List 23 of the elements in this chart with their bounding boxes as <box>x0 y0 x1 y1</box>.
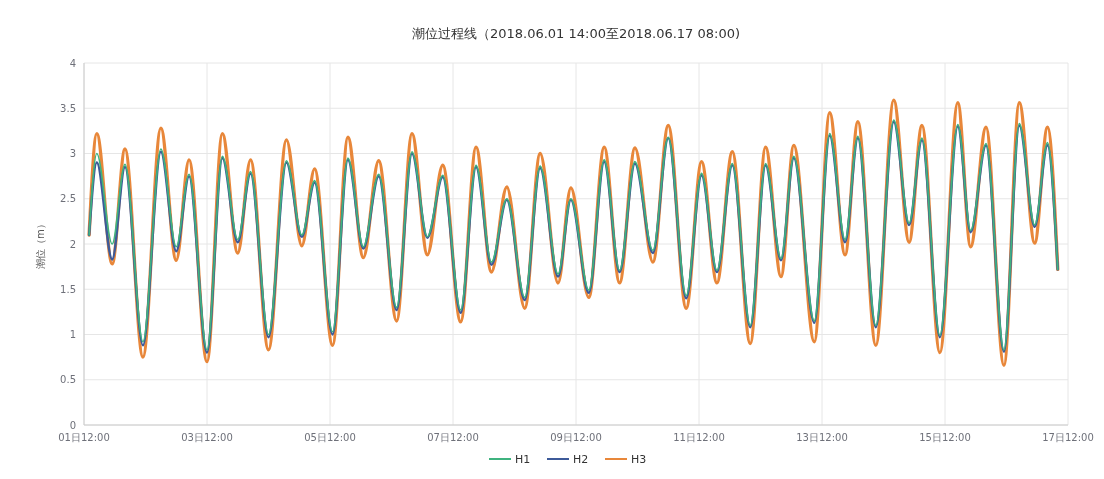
x-tick-label: 03日12:00 <box>181 432 233 443</box>
y-tick-label: 0.5 <box>60 374 76 386</box>
x-tick-label: 11日12:00 <box>673 432 725 443</box>
legend-label: H2 <box>573 452 589 466</box>
y-tick-label: 2 <box>69 238 76 250</box>
legend-label: H3 <box>631 452 647 466</box>
x-tick-label: 05日12:00 <box>304 432 356 443</box>
y-tick-label: 1 <box>69 329 76 340</box>
y-tick-label: 4 <box>69 57 76 69</box>
x-tick-label: 15日12:00 <box>919 432 971 443</box>
x-tick-label: 07日12:00 <box>427 432 479 443</box>
x-tick-label: 01日12:00 <box>58 432 110 443</box>
y-tick-label: 3.5 <box>60 102 76 114</box>
y-tick-label: 0 <box>69 419 76 431</box>
chart-title: 潮位过程线（2018.06.01 14:00至2018.06.17 08:00) <box>411 26 741 41</box>
x-tick-label: 17日12:00 <box>1042 432 1094 443</box>
y-axis-title: 潮位（m） <box>35 219 46 269</box>
x-tick-label: 09日12:00 <box>550 432 602 443</box>
y-tick-label: 2.5 <box>60 193 76 205</box>
y-tick-label: 1.5 <box>60 283 76 295</box>
x-tick-label: 13日12:00 <box>796 432 848 443</box>
y-tick-label: 3 <box>69 148 76 159</box>
legend-label: H1 <box>515 452 531 466</box>
